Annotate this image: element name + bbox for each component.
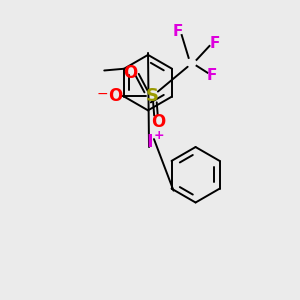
Text: F: F: [172, 24, 183, 39]
Text: F: F: [209, 35, 220, 50]
Text: O: O: [151, 113, 165, 131]
Text: +: +: [154, 129, 164, 142]
Text: S: S: [146, 86, 158, 104]
Text: O: O: [123, 64, 137, 82]
Text: F: F: [206, 68, 217, 83]
Text: −: −: [97, 86, 108, 100]
Text: I: I: [147, 133, 153, 151]
Text: O: O: [108, 86, 122, 104]
